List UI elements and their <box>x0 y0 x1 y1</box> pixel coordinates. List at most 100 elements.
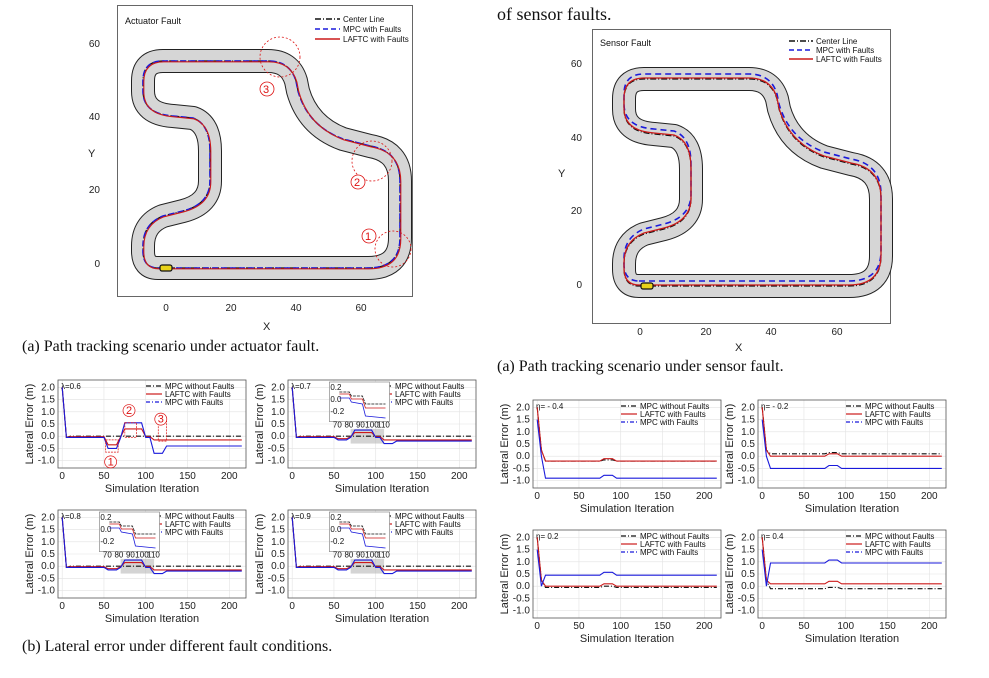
y-tick: -0.5 <box>38 573 56 584</box>
x-tick: 20 <box>700 327 712 338</box>
x-axis-label: Simulation Iteration <box>805 503 899 515</box>
y-tick: -0.5 <box>513 463 531 474</box>
y-tick: 1.5 <box>271 395 285 406</box>
marker-1: 1 <box>365 231 371 243</box>
fault-zone-3 <box>259 36 301 78</box>
inset-x-tick: 90 <box>356 551 365 560</box>
track-plot-actuator-svg: Actuator Fault Center Line MPC with Faul… <box>125 15 412 280</box>
x-axis-label: Simulation Iteration <box>105 483 199 495</box>
track-legend: Center Line MPC with Faults LAFTC with F… <box>789 37 882 64</box>
legend-entry: MPC with Faults <box>395 528 453 537</box>
y-tick: 1.5 <box>516 415 530 426</box>
y-axis-label: Y <box>558 168 566 180</box>
x-tick: 100 <box>837 491 854 502</box>
panel-label: λ=0.9 <box>291 512 311 521</box>
y-tick: 0.0 <box>516 581 530 592</box>
inset-x-tick: 80 <box>344 421 353 430</box>
inset-x-tick: 90 <box>356 421 365 430</box>
y-tick: -0.5 <box>513 593 531 604</box>
lateral-error-panel: 2.0 1.5 1.0 0.5 0.0 -0.5 -1.0 0 50 100 150 200 Simul… <box>22 378 288 528</box>
inset-frame <box>329 381 390 422</box>
y-axis-label: Y <box>88 148 96 160</box>
x-tick: 40 <box>290 303 302 314</box>
legend-entry: MPC without Faults <box>395 382 464 391</box>
y-tick: 0.0 <box>741 581 755 592</box>
y-tick: -1.0 <box>513 476 531 487</box>
y-tick: -1.0 <box>738 606 756 617</box>
inset-frame <box>329 511 390 552</box>
y-tick: 40 <box>571 133 583 144</box>
top-text-fragment: of sensor faults. <box>497 4 612 24</box>
fault-marker: 3 <box>158 414 164 426</box>
y-tick: 1.0 <box>741 557 755 568</box>
inset-x-tick: 100 <box>365 421 379 430</box>
y-tick: 20 <box>571 206 583 217</box>
x-tick: 150 <box>409 601 426 612</box>
x-tick: 100 <box>137 601 154 612</box>
legend-entry: MPC with Faults <box>640 418 698 427</box>
fault-marker: 2 <box>126 405 132 417</box>
caption-track-sensor: (a) Path tracking scenario under sensor … <box>497 358 784 375</box>
y-tick: -1.0 <box>513 606 531 617</box>
y-tick: -1.0 <box>38 456 56 467</box>
inset-x-tick: 110 <box>377 421 390 430</box>
x-tick: 150 <box>879 621 896 632</box>
y-tick: 0.0 <box>271 561 285 572</box>
inset-y-tick: -0.2 <box>330 537 344 546</box>
y-tick: 0.5 <box>41 419 55 430</box>
lateral-error-svg: 2.01.51.00.50.0-0.5-1.00 50 100 150 200Simul… <box>499 529 722 645</box>
x-tick: 20 <box>225 303 237 314</box>
inset-connector <box>129 551 138 560</box>
y-axis-label: Lateral Error (m) <box>24 514 36 595</box>
inset-y-tick: 0.2 <box>330 513 342 522</box>
x-tick: 50 <box>98 471 110 482</box>
lateral-error-svg: 2.01.51.00.50.0-0.5-1.00 50 100 150 200Simul… <box>254 509 477 625</box>
y-tick: 1.5 <box>741 545 755 556</box>
y-tick: 0.0 <box>41 431 55 442</box>
fault-marker-circle <box>122 404 136 417</box>
lateral-error-panel: 2.0 1.5 1.0 0.5 0.0 -0.5 -1.0 0 50 100 150 200 Simul… <box>252 508 518 658</box>
y-tick: 0.0 <box>41 561 55 572</box>
y-tick: 1.0 <box>41 407 55 418</box>
series-mpc-with-faults <box>61 387 242 454</box>
plot-frame <box>532 529 722 619</box>
y-tick: -0.5 <box>268 573 286 584</box>
inset-series-laftc <box>339 523 386 539</box>
x-tick: 0 <box>759 491 765 502</box>
y-axis-label: Lateral Error (m) <box>724 534 736 615</box>
y-tick: -1.0 <box>268 586 286 597</box>
legend-entry: MPC with Faults <box>640 548 698 557</box>
legend-laftc: LAFTC with Faults <box>343 35 409 44</box>
x-tick: 200 <box>921 621 938 632</box>
series-laftc <box>291 387 472 441</box>
y-tick: -0.5 <box>738 463 756 474</box>
fault-box <box>124 422 137 438</box>
plot-frame <box>757 399 947 489</box>
inset-series-laftc <box>109 523 156 539</box>
fault-marker-circle <box>154 412 168 426</box>
y-tick: 0.5 <box>516 569 530 580</box>
x-axis-label: X <box>263 321 271 333</box>
x-tick: 200 <box>696 491 713 502</box>
plot-frame <box>57 379 247 469</box>
fault-box <box>105 439 119 453</box>
y-tick: 0 <box>94 259 100 270</box>
lateral-error-panel: 2.0 1.5 1.0 0.5 0.0 -0.5 -1.0 0 50 100 150 200 Simul… <box>497 528 763 678</box>
caption-lateral-error: (b) Lateral error under different fault … <box>22 638 333 655</box>
x-tick: 150 <box>179 601 196 612</box>
y-tick: 60 <box>89 39 101 50</box>
track-plot-sensor: Sensor Fault Center Line MPC with Faults… <box>592 29 893 324</box>
legend-entry: LAFTC with Faults <box>865 410 931 419</box>
marker-circle-2 <box>350 174 366 190</box>
series-mpc-without-faults <box>761 407 942 455</box>
inset-x-tick: 110 <box>377 551 390 560</box>
y-axis-label: Lateral Error (m) <box>724 404 736 485</box>
lateral-error-svg: 2.01.51.00.50.0-0.5-1.00 50 100 150 200Simul… <box>724 399 947 515</box>
lateral-error-panel: 2.0 1.5 1.0 0.5 0.0 -0.5 -1.0 0 50 100 150 200 Simul… <box>252 378 518 528</box>
inset-connector <box>359 421 368 430</box>
x-tick: 100 <box>367 601 384 612</box>
y-tick: 1.5 <box>271 525 285 536</box>
y-tick: 1.0 <box>516 557 530 568</box>
legend-entry: LAFTC with Faults <box>640 540 706 549</box>
series-laftc <box>536 537 717 587</box>
